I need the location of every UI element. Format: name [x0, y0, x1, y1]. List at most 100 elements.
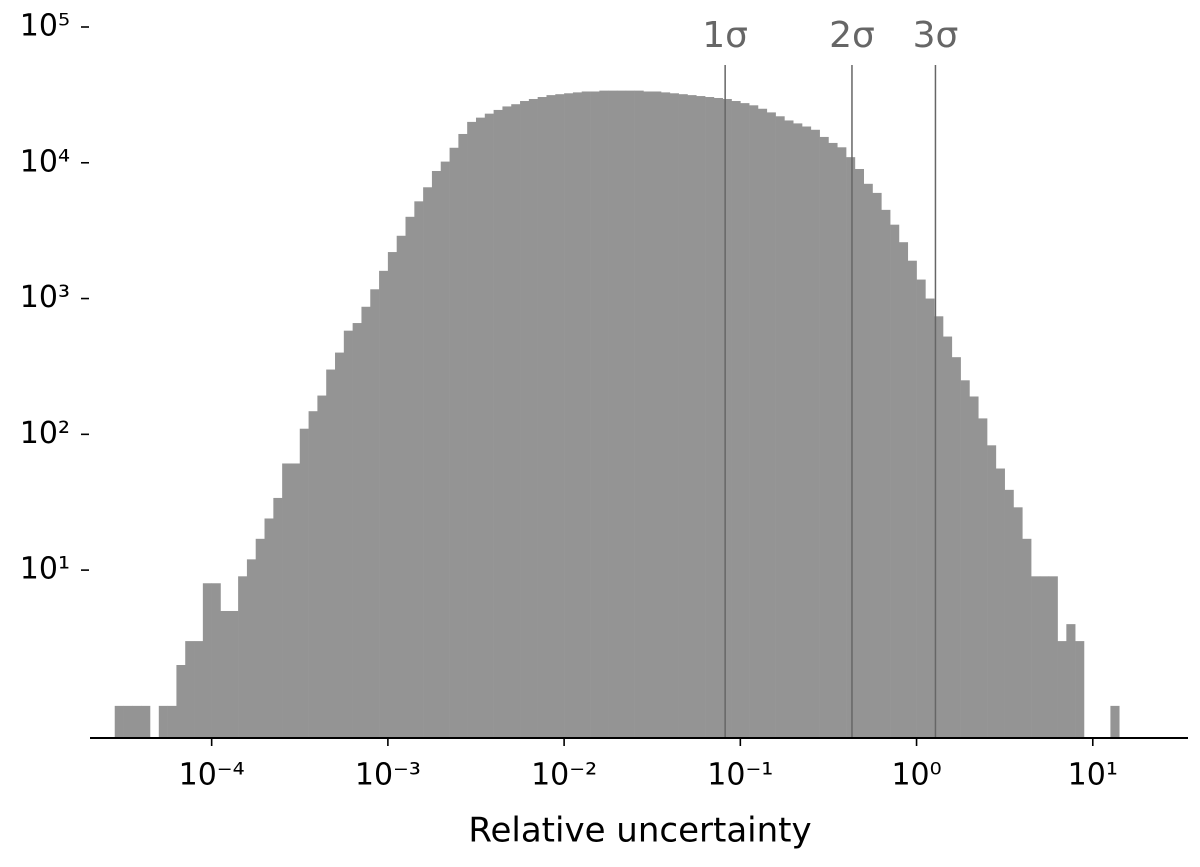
- bar: [405, 216, 415, 738]
- bar: [528, 98, 538, 739]
- bar: [132, 705, 142, 738]
- bar: [661, 92, 671, 739]
- bar: [766, 112, 776, 738]
- bar: [475, 117, 486, 738]
- bar: [220, 610, 230, 738]
- bar: [370, 289, 380, 738]
- x-tick-label: 10⁻⁴: [179, 758, 245, 793]
- bar: [1022, 538, 1032, 738]
- bar: [158, 705, 168, 738]
- bar: [264, 518, 274, 738]
- bar: [379, 270, 389, 738]
- bar: [440, 161, 450, 738]
- bar: [995, 468, 1005, 738]
- bar: [484, 113, 494, 739]
- bar: [828, 142, 838, 739]
- y-tick-label: 10¹: [20, 552, 70, 587]
- bar: [361, 306, 371, 738]
- bar: [731, 101, 741, 738]
- bar: [326, 369, 336, 738]
- bar: [643, 91, 653, 739]
- y-tick-label: 10²: [20, 416, 70, 451]
- bar: [299, 428, 309, 738]
- bar: [176, 665, 186, 738]
- bar: [652, 91, 662, 739]
- bar: [1039, 576, 1050, 738]
- bar: [678, 94, 688, 739]
- bar: [317, 395, 327, 738]
- x-axis-label: Relative uncertainty: [468, 811, 811, 851]
- bar: [943, 336, 953, 738]
- bar: [167, 705, 177, 738]
- x-tick-label: 10⁰: [891, 758, 941, 793]
- bar: [114, 705, 124, 738]
- bar: [793, 123, 803, 739]
- bar: [960, 380, 970, 738]
- y-tick-label: 10⁵: [20, 9, 70, 44]
- bar: [581, 91, 591, 739]
- bar: [616, 90, 627, 739]
- bar: [202, 583, 212, 738]
- bar: [458, 133, 468, 739]
- bar: [211, 583, 221, 738]
- bar: [925, 298, 935, 738]
- bar: [493, 109, 503, 738]
- sigma-label: 3σ: [913, 15, 959, 56]
- bar: [449, 147, 459, 738]
- bar: [608, 90, 618, 739]
- bar: [520, 101, 530, 738]
- bar: [335, 352, 345, 738]
- bar: [819, 136, 829, 738]
- bar: [229, 610, 239, 738]
- x-tick-label: 10⁻¹: [707, 758, 773, 793]
- bar: [863, 183, 873, 738]
- bar: [810, 129, 820, 738]
- bar: [352, 323, 362, 738]
- bar: [141, 705, 151, 738]
- bar: [255, 538, 265, 738]
- sigma-label: 2σ: [829, 15, 875, 56]
- bar: [564, 93, 574, 738]
- bar: [423, 187, 433, 739]
- y-tick-label: 10³: [20, 280, 70, 315]
- bar: [749, 105, 759, 739]
- bar: [854, 168, 864, 739]
- bar: [951, 357, 961, 738]
- bar: [185, 641, 195, 738]
- bar: [1013, 507, 1023, 738]
- bar: [784, 120, 794, 738]
- bar: [969, 396, 979, 738]
- bar: [414, 201, 424, 738]
- bar: [669, 93, 679, 738]
- bar: [705, 97, 715, 738]
- bar: [740, 103, 750, 739]
- bar: [431, 170, 442, 738]
- bar: [722, 98, 732, 739]
- bar: [687, 95, 697, 738]
- bar: [555, 94, 565, 739]
- bar: [511, 104, 521, 738]
- bar: [625, 90, 635, 739]
- sigma-label: 1σ: [702, 15, 748, 56]
- bar: [898, 242, 909, 738]
- bar: [846, 157, 856, 739]
- bar: [713, 97, 724, 738]
- x-tick-label: 10⁻²: [531, 758, 597, 793]
- bar: [987, 445, 997, 738]
- bar: [194, 641, 204, 738]
- bar: [696, 96, 706, 739]
- bar: [590, 91, 600, 739]
- bar: [916, 279, 926, 738]
- bar: [1057, 641, 1067, 738]
- bar: [599, 90, 609, 739]
- bar: [1031, 576, 1041, 738]
- x-tick-label: 10¹: [1068, 758, 1118, 793]
- bar: [572, 92, 583, 739]
- bar: [757, 108, 768, 738]
- bar: [467, 121, 477, 738]
- y-tick-label: 10⁴: [20, 144, 70, 179]
- bar: [246, 559, 257, 738]
- bar: [1004, 489, 1014, 738]
- bar: [837, 147, 847, 738]
